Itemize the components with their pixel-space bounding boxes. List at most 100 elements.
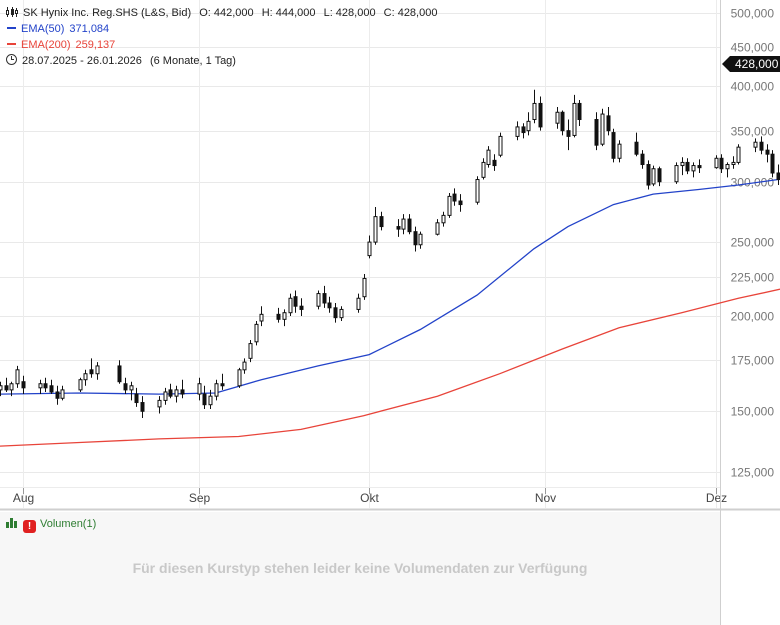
candle: [719, 154, 724, 174]
period-info[interactable]: 28.07.2025 - 26.01.2026 (6 Monate, 1 Tag…: [6, 54, 236, 68]
candle: [282, 309, 287, 327]
x-tick-label: Okt: [360, 491, 379, 505]
ohlc-open: O: 442,000: [199, 7, 254, 19]
candle-body: [413, 231, 418, 246]
candle: [600, 108, 605, 147]
candle-body: [407, 218, 412, 233]
candle: [55, 385, 60, 405]
candle-body: [9, 383, 14, 391]
candle: [526, 112, 531, 136]
x-tick-label: Dez: [706, 491, 727, 505]
ema50-label: EMA(50): [21, 23, 65, 35]
ema200-value: 259,137: [75, 39, 116, 51]
period-range: 28.07.2025 - 26.01.2026: [22, 55, 142, 67]
candle: [220, 373, 225, 390]
candle-body: [89, 369, 94, 375]
candle-body: [197, 383, 202, 395]
candle-body: [293, 296, 298, 307]
candle: [197, 377, 202, 401]
candle: [288, 293, 293, 316]
candle-body: [117, 365, 122, 383]
candle-body: [498, 135, 503, 156]
candle-body: [288, 297, 293, 314]
candle-body: [21, 381, 26, 389]
candle-body: [646, 164, 651, 186]
candle: [157, 396, 162, 414]
ema200-swatch: [7, 42, 16, 45]
candle-body: [770, 153, 775, 174]
candle: [60, 385, 65, 401]
legend-ema50[interactable]: EMA(50) 371,084: [6, 22, 109, 36]
volume-title: Volumen(1): [40, 518, 97, 530]
candle: [640, 150, 645, 169]
candle: [373, 206, 378, 245]
candle-body: [396, 226, 401, 230]
candle: [651, 165, 656, 187]
candle-body: [691, 165, 696, 172]
candle-body: [129, 385, 134, 391]
x-tick-label: Sep: [189, 491, 211, 505]
volume-header[interactable]: ! Volumen(1): [6, 518, 96, 533]
legend-ema200[interactable]: EMA(200) 259,137: [6, 38, 115, 52]
y-tick-label: 250,000: [731, 236, 775, 250]
candle: [475, 176, 480, 205]
warning-icon: !: [23, 520, 36, 533]
candle: [736, 144, 741, 165]
candle: [555, 106, 560, 129]
candle-body: [208, 395, 213, 406]
candle: [657, 166, 662, 187]
candle-body: [78, 379, 83, 391]
candle-body: [0, 385, 3, 391]
candle-body: [339, 308, 344, 319]
candle: [418, 231, 423, 249]
y-tick-label: 125,000: [731, 466, 775, 480]
candle: [339, 306, 344, 321]
candle-body: [322, 293, 327, 304]
candle-body: [373, 216, 378, 243]
candle: [140, 396, 145, 418]
candle-body: [356, 297, 361, 310]
y-tick-label: 175,000: [731, 354, 775, 368]
current-price-label: 428,000: [735, 57, 779, 72]
candle: [759, 136, 764, 155]
candle-body: [657, 168, 662, 183]
candle-body: [282, 312, 287, 320]
ema50-swatch: [7, 26, 16, 29]
candle: [634, 132, 639, 157]
candle-body: [458, 200, 463, 206]
candle: [680, 157, 685, 176]
candle: [379, 211, 384, 231]
candle-body: [526, 120, 531, 132]
candle-body: [220, 383, 225, 387]
candle-body: [163, 391, 168, 401]
candle: [208, 389, 213, 410]
candle-body: [447, 195, 452, 216]
candle: [117, 360, 122, 384]
candle-body: [515, 126, 520, 137]
ema200-label: EMA(200): [21, 39, 71, 51]
candle-body: [725, 164, 730, 170]
candle-body: [202, 393, 207, 406]
candle: [95, 362, 100, 380]
candle: [333, 303, 338, 323]
candle-body: [492, 159, 497, 167]
candle: [163, 387, 168, 405]
candle-body: [43, 383, 48, 389]
candle: [566, 119, 571, 151]
candlestick-icon: [6, 7, 18, 17]
candle: [9, 381, 14, 397]
candle: [560, 110, 565, 136]
candle: [538, 96, 543, 131]
volume-panel: ! Volumen(1) Für diesen Kurstyp stehen le…: [0, 512, 720, 625]
candle: [38, 379, 43, 395]
candle-body: [674, 165, 679, 183]
candle-body: [776, 172, 780, 181]
candle: [134, 387, 139, 407]
candle: [697, 159, 702, 174]
candle: [731, 156, 736, 169]
candle-body: [600, 113, 605, 145]
candle: [327, 296, 332, 313]
candle: [293, 290, 298, 313]
candle-body: [299, 305, 304, 310]
